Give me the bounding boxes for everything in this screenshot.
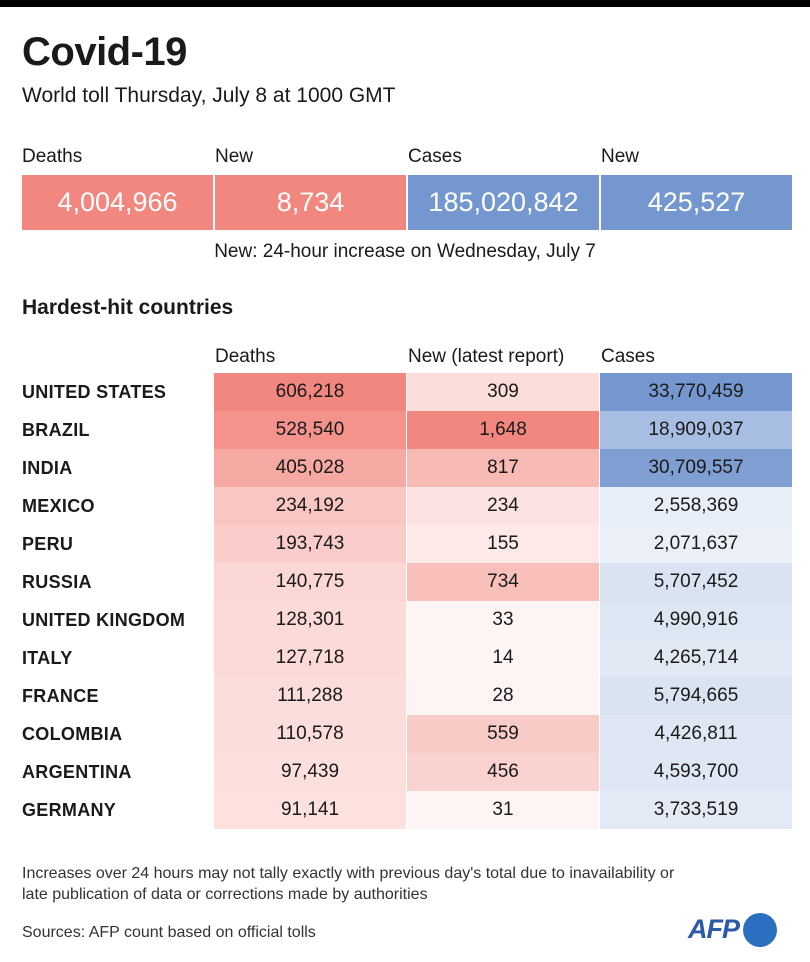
afp-logo-text: AFP (688, 914, 740, 944)
cell-new: 33 (407, 601, 599, 639)
summary-label-new-cases: New (601, 146, 640, 167)
summary-value-deaths: 4,004,966 (22, 175, 213, 230)
section-title: Hardest-hit countries (22, 296, 234, 319)
cell-deaths: 528,540 (214, 411, 406, 449)
cell-cases: 2,071,637 (600, 525, 792, 563)
cell-cases: 3,733,519 (600, 791, 792, 829)
summary-value-new-cases: 425,527 (601, 175, 792, 230)
cell-new: 234 (407, 487, 599, 525)
summary-label-deaths: Deaths (22, 146, 83, 167)
cell-new: 14 (407, 639, 599, 677)
cell-deaths: 111,288 (214, 677, 406, 715)
column-header-new: New (latest report) (408, 346, 565, 367)
cell-cases: 5,794,665 (600, 677, 792, 715)
cell-new: 309 (407, 373, 599, 411)
cell-deaths: 128,301 (214, 601, 406, 639)
country-name: FRANCE (22, 686, 99, 706)
summary-value-cases: 185,020,842 (408, 175, 599, 230)
cell-deaths: 110,578 (214, 715, 406, 753)
column-header-deaths: Deaths (215, 346, 276, 367)
cell-deaths: 140,775 (214, 563, 406, 601)
cell-deaths: 405,028 (214, 449, 406, 487)
country-name: ITALY (22, 648, 73, 668)
country-name: BRAZIL (22, 420, 90, 440)
country-name: RUSSIA (22, 572, 92, 592)
cell-cases: 18,909,037 (600, 411, 792, 449)
cell-new: 559 (407, 715, 599, 753)
cell-deaths: 91,141 (214, 791, 406, 829)
cell-new: 28 (407, 677, 599, 715)
country-name: GERMANY (22, 800, 117, 820)
summary-note: New: 24-hour increase on Wednesday, July… (214, 241, 596, 262)
cell-deaths: 193,743 (214, 525, 406, 563)
page-title: Covid-19 (22, 30, 187, 74)
top-bar (0, 0, 810, 7)
summary-label-new-deaths: New (215, 146, 254, 167)
country-name: UNITED STATES (22, 382, 167, 402)
country-name: INDIA (22, 458, 73, 478)
cell-cases: 30,709,557 (600, 449, 792, 487)
column-header-cases: Cases (601, 346, 655, 367)
cell-deaths: 234,192 (214, 487, 406, 525)
cell-cases: 4,990,916 (600, 601, 792, 639)
cell-cases: 4,265,714 (600, 639, 792, 677)
cell-deaths: 606,218 (214, 373, 406, 411)
source-note: Sources: AFP count based on official tol… (22, 924, 316, 941)
cell-new: 155 (407, 525, 599, 563)
country-name: ARGENTINA (22, 762, 132, 782)
cell-cases: 2,558,369 (600, 487, 792, 525)
summary-label-cases: Cases (408, 146, 462, 167)
cell-cases: 5,707,452 (600, 563, 792, 601)
country-name: MEXICO (22, 496, 95, 516)
cell-cases: 33,770,459 (600, 373, 792, 411)
cell-new: 1,648 (407, 411, 599, 449)
footnote: Increases over 24 hours may not tally ex… (22, 865, 675, 903)
country-name: COLOMBIA (22, 724, 123, 744)
cell-new: 456 (407, 753, 599, 791)
country-name: UNITED KINGDOM (22, 610, 186, 630)
country-name: PERU (22, 534, 74, 554)
cell-new: 734 (407, 563, 599, 601)
cell-new: 817 (407, 449, 599, 487)
cell-deaths: 97,439 (214, 753, 406, 791)
cell-new: 31 (407, 791, 599, 829)
summary-value-new-deaths: 8,734 (215, 175, 406, 230)
cell-cases: 4,593,700 (600, 753, 792, 791)
cell-cases: 4,426,811 (600, 715, 792, 753)
page-subtitle: World toll Thursday, July 8 at 1000 GMT (22, 84, 396, 107)
afp-logo-dot (743, 913, 777, 947)
cell-deaths: 127,718 (214, 639, 406, 677)
